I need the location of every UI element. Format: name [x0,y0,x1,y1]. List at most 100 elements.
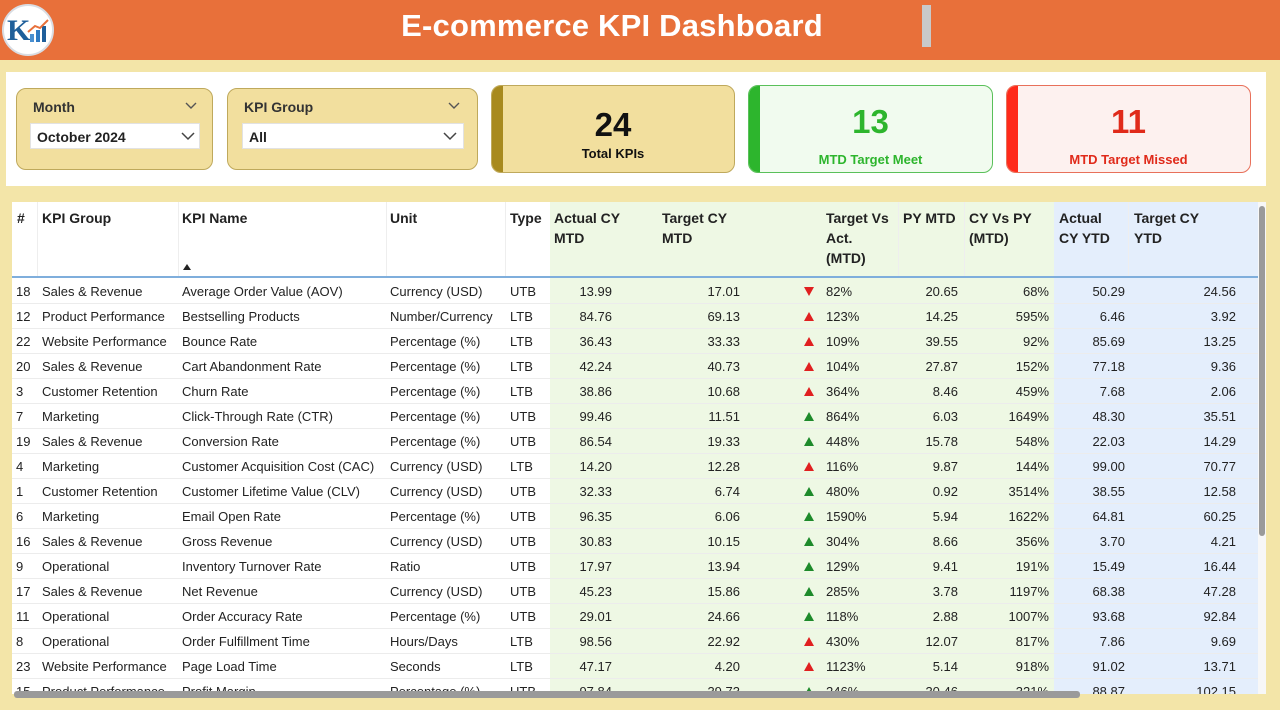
cell-tva: 104% [826,359,860,374]
cell-unit: Hours/Days [390,634,458,649]
cell-tva: 109% [826,334,860,349]
column-header-kpi-group[interactable]: KPI Group [42,210,112,226]
cell-cypy: 918% [1015,659,1049,674]
cell-num: 3 [16,384,24,399]
horizontal-scrollbar-thumb[interactable] [14,691,1080,698]
cell-name: Click-Through Rate (CTR) [182,409,333,424]
cell-unit: Currency (USD) [390,584,483,599]
column-header-num[interactable]: # [17,210,25,226]
table-row[interactable]: 22 Website Performance Bounce Rate Percenta… [12,329,1258,354]
cell-act-ytd: 38.55 [1092,484,1125,499]
kpi-group-slicer[interactable]: KPI Group All [227,88,478,170]
table-row[interactable]: 18 Sales & Revenue Average Order Value (AO… [12,279,1258,304]
cell-act-mtd: 36.43 [579,334,612,349]
column-header-target-cy-ytd[interactable]: Target CY YTD [1134,210,1200,246]
cell-group: Website Performance [42,334,167,349]
table-row[interactable]: 16 Sales & Revenue Gross Revenue Currency (… [12,529,1258,554]
table-row[interactable]: 8 Operational Order Fulfillment Time Hours/… [12,629,1258,654]
cell-tgt-mtd: 10.68 [707,384,740,399]
column-header-target-vs-act[interactable]: Target Vs Act. (MTD) [826,210,889,266]
cell-num: 17 [16,584,31,599]
month-slicer[interactable]: Month October 2024 [16,88,213,170]
mtd-target-missed-value: 11 [1111,103,1146,140]
chevron-down-icon[interactable] [181,130,195,142]
cell-cypy: 1649% [1008,409,1049,424]
cell-type: LTB [510,659,533,674]
cell-type: LTB [510,334,533,349]
cell-cypy: 92% [1022,334,1049,349]
card-accent [1007,86,1018,172]
cell-cypy: 1622% [1008,509,1049,524]
column-header-unit[interactable]: Unit [390,210,418,226]
column-header-type[interactable]: Type [510,210,542,226]
cell-tva: 448% [826,434,860,449]
cell-unit: Percentage (%) [390,359,481,374]
mtd-target-meet-label: MTD Target Meet [818,152,923,167]
cell-type: UTB [510,584,536,599]
cell-tgt-ytd: 14.29 [1203,434,1236,449]
cell-tgt-ytd: 16.44 [1203,559,1236,574]
table-row[interactable]: 17 Sales & Revenue Net Revenue Currency (US… [12,579,1258,604]
cell-tgt-mtd: 69.13 [707,309,740,324]
cell-type: UTB [510,534,536,549]
table-row[interactable]: 19 Sales & Revenue Conversion Rate Percenta… [12,429,1258,454]
table-row[interactable]: 7 Marketing Click-Through Rate (CTR) Percen… [12,404,1258,429]
column-header-cy-vs-py[interactable]: CY Vs PY (MTD) [969,210,1032,246]
table-row[interactable]: 23 Website Performance Page Load Time Secon… [12,654,1258,679]
cell-name: Inventory Turnover Rate [182,559,322,574]
column-header-actual-cy-mtd[interactable]: Actual CY MTD [554,210,621,246]
cell-tva: 285% [826,584,860,599]
page-title: E-commerce KPI Dashboard [401,8,823,43]
cell-act-ytd: 99.00 [1092,459,1125,474]
cell-name: Conversion Rate [182,434,279,449]
cell-num: 23 [16,659,31,674]
cell-tva: 123% [826,309,860,324]
table-row[interactable]: 20 Sales & Revenue Cart Abandonment Rate Pe… [12,354,1258,379]
triangle-up-icon [804,562,814,571]
kpi-group-dropdown[interactable]: All [242,123,464,149]
table-row[interactable]: 6 Marketing Email Open Rate Percentage (%) U… [12,504,1258,529]
cell-tgt-mtd: 4.20 [714,659,740,674]
total-kpis-card: 24 Total KPIs [491,85,735,173]
cell-unit: Seconds [390,659,441,674]
cell-type: UTB [510,409,536,424]
cell-unit: Percentage (%) [390,384,481,399]
column-header-actual-cy-ytd[interactable]: Actual CY YTD [1059,210,1110,246]
company-logo: K [2,4,54,56]
table-row[interactable]: 11 Operational Order Accuracy Rate Percenta… [12,604,1258,629]
cell-act-mtd: 38.86 [579,384,612,399]
cell-py-mtd: 14.25 [925,309,958,324]
cell-py-mtd: 12.07 [925,634,958,649]
table-row[interactable]: 1 Customer Retention Customer Lifetime Val… [12,479,1258,504]
chevron-down-icon[interactable] [185,99,197,111]
cell-type: UTB [510,284,536,299]
cell-unit: Currency (USD) [390,534,483,549]
cell-num: 18 [16,284,31,299]
cell-tgt-ytd: 13.25 [1203,334,1236,349]
table-row[interactable]: 12 Product Performance Bestselling Product… [12,304,1258,329]
cell-act-mtd: 97.84 [579,684,612,694]
month-dropdown[interactable]: October 2024 [30,123,200,149]
triangle-up-icon [804,612,814,621]
cell-tgt-mtd: 17.01 [707,284,740,299]
chevron-down-icon[interactable] [443,130,457,142]
filter-panel: Month October 2024 KPI Group All 24 Tota… [6,72,1266,186]
vertical-scrollbar-thumb[interactable] [1259,206,1265,536]
cell-num: 16 [16,534,31,549]
table-row[interactable]: 4 Marketing Customer Acquisition Cost (CAC… [12,454,1258,479]
cell-py-mtd: 2.88 [932,609,958,624]
cell-group: Sales & Revenue [42,584,143,599]
cell-name: Bestselling Products [182,309,300,324]
table-row[interactable]: 9 Operational Inventory Turnover Rate Ratio… [12,554,1258,579]
sort-ascending-icon[interactable] [183,264,191,270]
cell-type: UTB [510,609,536,624]
column-header-kpi-name[interactable]: KPI Name [182,210,248,226]
cell-act-mtd: 84.76 [579,309,612,324]
cell-unit: Percentage (%) [390,434,481,449]
chevron-down-icon[interactable] [448,99,460,111]
table-row[interactable]: 3 Customer Retention Churn Rate Percentage … [12,379,1258,404]
cell-act-mtd: 96.35 [579,509,612,524]
cell-py-mtd: 5.14 [932,659,958,674]
column-header-py-mtd[interactable]: PY MTD [903,210,956,226]
column-header-target-cy-mtd[interactable]: Target CY MTD [662,210,728,246]
